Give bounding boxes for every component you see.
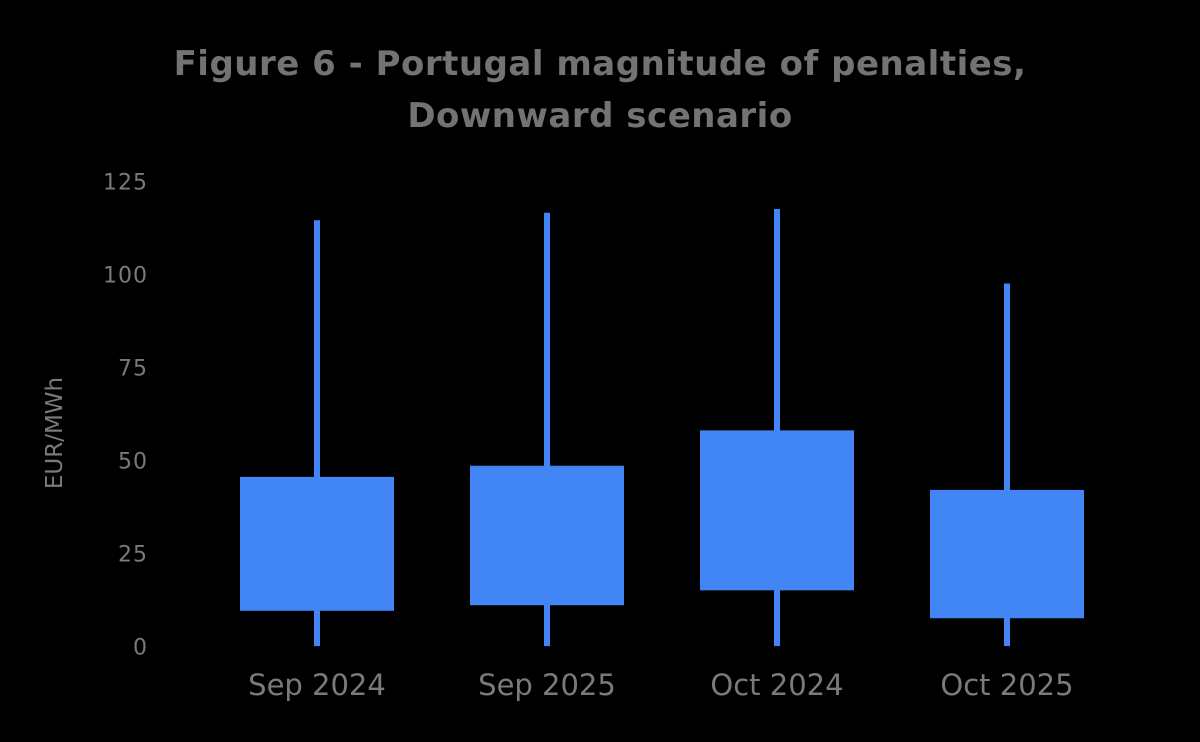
y-tick-label: 125 bbox=[103, 170, 148, 196]
candle-box bbox=[470, 465, 624, 606]
x-tick-label: Sep 2024 bbox=[248, 668, 386, 702]
chart-title-line2: Downward scenario bbox=[407, 96, 793, 136]
x-tick-label: Sep 2025 bbox=[478, 668, 616, 702]
chart-title: Figure 6 - Portugal magnitude of penalti… bbox=[0, 38, 1200, 142]
y-tick-label: 100 bbox=[103, 263, 148, 289]
x-tick-label: Oct 2024 bbox=[710, 668, 844, 702]
y-tick-label: 75 bbox=[118, 356, 148, 382]
y-tick-label: 25 bbox=[118, 542, 148, 568]
candle-box bbox=[240, 476, 394, 611]
y-tick-label: 0 bbox=[133, 635, 148, 661]
chart-title-line1: Figure 6 - Portugal magnitude of penalti… bbox=[173, 44, 1027, 84]
x-tick-label: Oct 2025 bbox=[940, 668, 1074, 702]
candle-box bbox=[700, 430, 854, 591]
y-tick-label: 50 bbox=[118, 449, 148, 475]
candle-box bbox=[930, 489, 1084, 619]
